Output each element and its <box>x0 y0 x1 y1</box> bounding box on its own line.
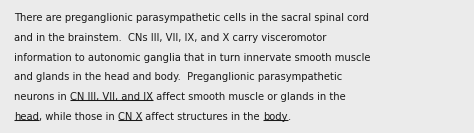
Text: affect smooth muscle or glands in the: affect smooth muscle or glands in the <box>153 92 346 102</box>
Text: affect structures in the: affect structures in the <box>143 112 263 122</box>
Text: neurons in: neurons in <box>14 92 70 102</box>
Text: and in the brainstem.  CNs III, VII, IX, and X carry visceromotor: and in the brainstem. CNs III, VII, IX, … <box>14 33 327 43</box>
Text: .: . <box>288 112 291 122</box>
Text: information to autonomic ganglia that in turn innervate smooth muscle: information to autonomic ganglia that in… <box>14 53 371 63</box>
Text: head: head <box>14 112 39 122</box>
Text: CN X: CN X <box>118 112 143 122</box>
Text: , while those in: , while those in <box>39 112 118 122</box>
Text: CN III, VII, and IX: CN III, VII, and IX <box>70 92 153 102</box>
Text: There are preganglionic parasympathetic cells in the sacral spinal cord: There are preganglionic parasympathetic … <box>14 13 369 23</box>
Text: body: body <box>263 112 288 122</box>
Text: and glands in the head and body.  Preganglionic parasympathetic: and glands in the head and body. Pregang… <box>14 72 343 82</box>
